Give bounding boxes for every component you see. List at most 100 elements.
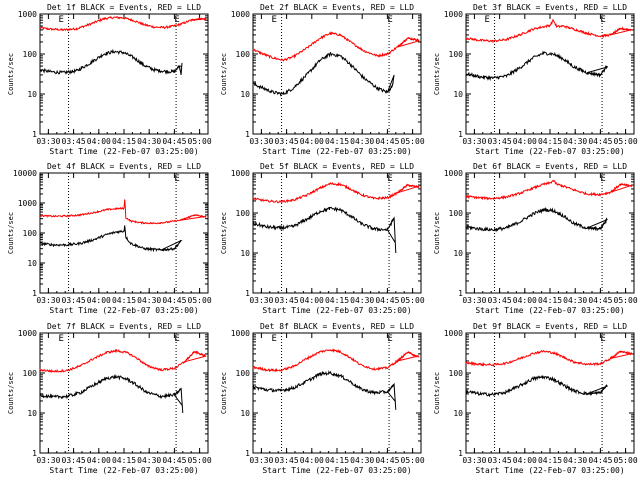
y-axis-label: Counts/sec <box>433 372 441 414</box>
y-tick-label: 1000 <box>18 329 37 338</box>
y-axis-label: Counts/sec <box>433 53 441 95</box>
x-tick-label: 04:30 <box>137 137 161 146</box>
x-tick-label: 03:45 <box>275 137 299 146</box>
x-tick-label: 04:45 <box>162 137 186 146</box>
y-tick-label: 10 <box>453 409 463 418</box>
x-tick-label: 03:30 <box>36 137 60 146</box>
plot-frame <box>39 172 209 294</box>
x-tick-label: 03:45 <box>275 296 299 305</box>
x-axis-label: Start Time (22-Feb-07 03:25:00) <box>262 147 411 156</box>
x-tick-label: 03:30 <box>462 296 486 305</box>
x-tick-label: 03:45 <box>488 296 512 305</box>
x-tick-label: 05:00 <box>401 456 425 465</box>
x-axis-label: Start Time (22-Feb-07 03:25:00) <box>262 466 411 475</box>
e-marker-label: E <box>58 15 63 25</box>
events-series-line <box>252 369 397 410</box>
x-tick-label: 03:45 <box>275 456 299 465</box>
x-tick-label: 04:00 <box>87 296 111 305</box>
y-tick-label: 1 <box>458 289 463 298</box>
y-tick-label: 100 <box>236 369 251 378</box>
y-tick-label: 10 <box>27 409 37 418</box>
y-tick-label: 10 <box>453 249 463 258</box>
x-tick-label: 05:00 <box>614 456 638 465</box>
x-tick-label: 04:30 <box>563 137 587 146</box>
y-tick-label: 10 <box>240 249 250 258</box>
x-axis-label: Start Time (22-Feb-07 03:25:00) <box>475 147 624 156</box>
y-tick-label: 100 <box>23 50 38 59</box>
e-marker-label: E <box>484 15 489 25</box>
x-tick-label: 04:30 <box>350 296 374 305</box>
y-tick-label: 1 <box>32 130 37 139</box>
x-tick-label: 03:45 <box>62 296 86 305</box>
e-marker-label: E <box>387 15 392 25</box>
e-marker-label: E <box>600 15 605 25</box>
lld-series-line <box>465 18 633 44</box>
chart-title: Det 7f BLACK = Events, RED = LLD <box>47 322 201 331</box>
x-tick-label: 04:00 <box>300 456 324 465</box>
chart-panel-6f: Det 6f BLACK = Events, RED = LLD 1 10 100 10… <box>433 162 638 315</box>
y-tick-label: 10 <box>27 90 37 99</box>
y-tick-label: 1000 <box>444 10 463 19</box>
chart-title: Det 9f BLACK = Events, RED = LLD <box>473 322 627 331</box>
x-axis-label: Start Time (22-Feb-07 03:25:00) <box>475 466 624 475</box>
x-axis-label: Start Time (22-Feb-07 03:25:00) <box>49 306 198 315</box>
x-tick-label: 04:00 <box>300 137 324 146</box>
y-tick-label: 100 <box>236 209 251 218</box>
x-tick-label: 04:30 <box>563 456 587 465</box>
e-marker-label: E <box>271 15 276 25</box>
plot-frame <box>39 13 209 135</box>
x-tick-label: 04:45 <box>588 296 612 305</box>
x-tick-label: 04:15 <box>325 456 349 465</box>
e-marker-label: E <box>174 15 179 25</box>
y-tick-label: 1 <box>458 130 463 139</box>
x-tick-label: 03:30 <box>249 456 273 465</box>
x-tick-label: 04:30 <box>350 456 374 465</box>
y-tick-label: 100 <box>449 50 464 59</box>
x-tick-label: 04:30 <box>137 296 161 305</box>
x-tick-label: 05:00 <box>188 296 212 305</box>
y-axis-label: Counts/sec <box>220 212 228 254</box>
x-tick-label: 04:30 <box>137 456 161 465</box>
chart-panel-3f: Det 3f BLACK = Events, RED = LLD 1 10 100 10… <box>433 3 638 156</box>
x-tick-label: 04:30 <box>563 296 587 305</box>
chart-panel-1f: Det 1f BLACK = Events, RED = LLD 1 10 100 10… <box>7 3 212 156</box>
events-series-line <box>465 206 608 233</box>
e-marker-label: E <box>600 334 605 344</box>
chart-title: Det 8f BLACK = Events, RED = LLD <box>260 322 414 331</box>
x-axis-label: Start Time (22-Feb-07 03:25:00) <box>49 147 198 156</box>
y-tick-label: 1000 <box>18 199 37 208</box>
lld-series-line <box>39 16 207 32</box>
x-tick-label: 03:45 <box>488 137 512 146</box>
chart-title: Det 3f BLACK = Events, RED = LLD <box>473 3 627 12</box>
e-marker-label: E <box>387 334 392 344</box>
lld-series-line <box>252 348 420 373</box>
events-series-line <box>252 51 395 97</box>
events-series-line <box>252 206 397 254</box>
y-tick-label: 1 <box>458 449 463 458</box>
e-marker-label: E <box>600 174 605 184</box>
x-tick-label: 04:15 <box>538 137 562 146</box>
x-tick-label: 04:15 <box>325 137 349 146</box>
chart-panel-5f: Det 5f BLACK = Events, RED = LLD 1 10 100 10… <box>220 162 425 315</box>
y-axis-label: Counts/sec <box>7 372 15 414</box>
y-axis-label: Counts/sec <box>433 212 441 254</box>
y-tick-label: 100 <box>236 50 251 59</box>
e-marker-label: E <box>387 174 392 184</box>
y-tick-label: 100 <box>449 209 464 218</box>
x-tick-label: 04:45 <box>588 137 612 146</box>
e-marker-label: E <box>174 334 179 344</box>
plot-frame <box>465 332 635 454</box>
e-marker-label: E <box>271 334 276 344</box>
x-tick-label: 04:15 <box>112 456 136 465</box>
lld-series-line <box>252 31 420 62</box>
x-tick-label: 04:00 <box>300 296 324 305</box>
x-tick-label: 05:00 <box>401 296 425 305</box>
y-tick-label: 1 <box>245 130 250 139</box>
x-tick-label: 05:00 <box>614 296 638 305</box>
e-marker-label: E <box>58 334 63 344</box>
y-tick-label: 1 <box>32 449 37 458</box>
x-tick-label: 04:15 <box>112 137 136 146</box>
lld-series-line <box>39 348 207 374</box>
x-tick-label: 03:30 <box>249 137 273 146</box>
